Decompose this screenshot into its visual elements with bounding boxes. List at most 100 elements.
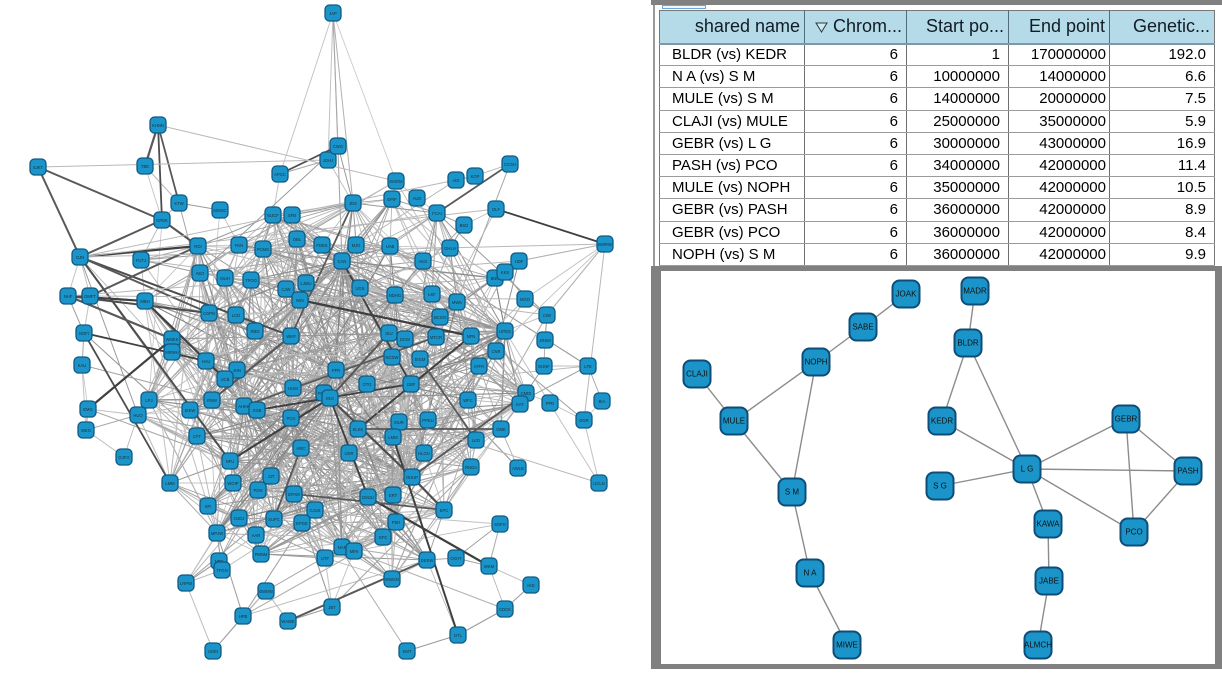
svg-text:PSH: PSH (392, 520, 401, 525)
svg-text:KTW: KTW (174, 201, 183, 206)
svg-text:LMM: LMM (388, 435, 398, 440)
svg-text:OBL: OBL (293, 237, 302, 242)
svg-text:CFT: CFT (193, 434, 202, 439)
svg-text:JRSM: JRSM (539, 338, 551, 343)
svg-text:HID: HID (527, 583, 534, 588)
svg-text:JHN: JHN (233, 368, 241, 373)
svg-text:HLOU: HLOU (418, 451, 430, 456)
svg-text:PPKU: PPKU (422, 418, 433, 423)
svg-text:MBH: MBH (140, 299, 149, 304)
svg-text:KAT: KAT (516, 402, 524, 407)
svg-text:RNGA: RNGA (465, 465, 477, 470)
svg-text:MWK: MWK (452, 300, 462, 305)
svg-text:EPAM: EPAM (288, 492, 300, 497)
svg-text:TPOO: TPOO (245, 278, 258, 283)
svg-text:LKF: LKF (428, 292, 436, 297)
svg-text:GPDK: GPDK (156, 218, 168, 223)
svg-text:JAP: JAP (329, 11, 337, 16)
svg-text:MRWH: MRWH (165, 350, 178, 355)
svg-text:DESW: DESW (421, 558, 434, 563)
svg-text:UCB: UCB (221, 377, 230, 382)
svg-text:HUM: HUM (288, 386, 298, 391)
svg-text:INO: INO (326, 396, 334, 401)
svg-text:BNR: BNR (491, 276, 500, 281)
svg-text:WJCF: WJCF (267, 213, 279, 218)
svg-text:FCAI: FCAI (432, 211, 442, 216)
svg-text:AAR: AAR (252, 533, 261, 538)
svg-text:MULE: MULE (723, 417, 745, 426)
svg-text:JDS: JDS (349, 201, 357, 206)
svg-text:CJUS: CJUS (310, 508, 321, 513)
svg-text:EIGM: EIGM (415, 357, 426, 362)
svg-text:AID: AID (453, 178, 460, 183)
svg-text:HUO: HUO (133, 413, 143, 418)
svg-text:KAWA: KAWA (1037, 520, 1061, 529)
svg-text:ERT: ERT (389, 493, 398, 498)
svg-text:KLKK: KLKK (353, 427, 364, 432)
svg-text:AWLB: AWLB (512, 466, 524, 471)
svg-text:PCO: PCO (1125, 528, 1142, 537)
svg-text:MJO: MJO (352, 243, 362, 248)
svg-text:NOFI: NOFI (79, 331, 89, 336)
svg-text:SOFO: SOFO (494, 522, 507, 527)
svg-text:MPJW: MPJW (211, 531, 223, 536)
svg-text:FKN: FKN (235, 243, 243, 248)
svg-text:S M: S M (785, 488, 800, 497)
svg-text:LPJ: LPJ (145, 398, 152, 403)
svg-text:HPB: HPB (239, 614, 248, 619)
svg-text:JBT: JBT (328, 605, 336, 610)
svg-text:PON: PON (253, 488, 262, 493)
svg-text:UGS: UGS (355, 286, 364, 291)
svg-text:UCLN: UCLN (593, 481, 604, 486)
svg-text:HAU: HAU (202, 359, 211, 364)
svg-text:MADR: MADR (963, 287, 987, 296)
svg-text:FUTJ: FUTJ (136, 258, 146, 263)
svg-text:CDCK: CDCK (499, 607, 511, 612)
svg-text:MIWE: MIWE (836, 641, 858, 650)
svg-text:OHUP: OHUP (406, 475, 418, 480)
svg-text:NFN: NFN (467, 334, 476, 339)
svg-text:CIW: CIW (543, 313, 551, 318)
svg-text:GBF: GBF (407, 382, 416, 387)
svg-text:DMJU: DMJU (362, 495, 374, 500)
svg-text:RBO: RBO (250, 329, 260, 334)
svg-text:EPGE: EPGE (296, 521, 308, 526)
svg-text:WAWE: WAWE (281, 619, 294, 624)
svg-text:OJFG: OJFG (118, 455, 129, 460)
svg-text:ROI: ROI (194, 244, 201, 249)
svg-text:CWO: CWO (333, 144, 344, 149)
svg-text:UAB: UAB (386, 244, 395, 249)
svg-text:LMM: LMM (165, 481, 175, 486)
svg-text:N A: N A (804, 569, 818, 578)
svg-text:OLF: OLF (492, 207, 501, 212)
svg-text:JJT: JJT (268, 474, 275, 479)
svg-text:EIKW: EIKW (185, 408, 196, 413)
svg-text:WKP: WKP (286, 334, 296, 339)
svg-text:JOAK: JOAK (896, 290, 918, 299)
svg-text:EMG: EMG (83, 407, 93, 412)
svg-text:OTG: OTG (362, 382, 371, 387)
svg-text:BIA: BIA (599, 399, 606, 404)
svg-text:DTL: DTL (454, 633, 463, 638)
svg-text:UPDS: UPDS (499, 329, 511, 334)
svg-text:TFGN: TFGN (216, 568, 227, 573)
svg-text:IDU: IDU (385, 331, 392, 336)
svg-text:AFGC: AFGC (274, 172, 286, 177)
svg-text:AKG: AKG (419, 259, 428, 264)
svg-text:PPD: PPD (546, 401, 555, 406)
svg-text:WJNF: WJNF (538, 364, 550, 369)
svg-text:AEO: AEO (196, 271, 206, 276)
svg-text:SABE: SABE (852, 323, 873, 332)
svg-text:RNW: RNW (207, 398, 217, 403)
svg-text:FDES: FDES (316, 243, 327, 248)
svg-text:DCW: DCW (400, 337, 410, 342)
svg-text:KKS: KKS (501, 270, 510, 275)
svg-text:MUR: MUR (394, 420, 404, 425)
svg-text:NBD: NBD (215, 559, 224, 564)
svg-text:GHLH: GHLH (444, 246, 456, 251)
svg-text:JGHJ: JGHJ (323, 158, 333, 163)
svg-text:LKD: LKD (472, 438, 480, 443)
svg-text:BSG: BSG (460, 223, 469, 228)
svg-text:CAN: CAN (338, 259, 347, 264)
svg-text:WKM: WKM (484, 564, 495, 569)
